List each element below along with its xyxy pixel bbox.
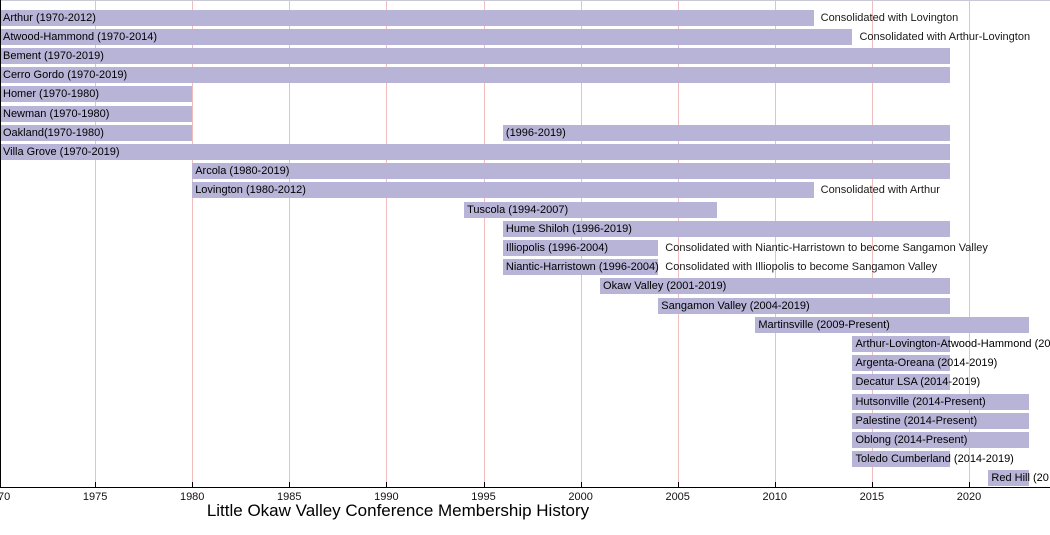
- x-tick-2020: [969, 482, 970, 487]
- x-tick-label-1990: 1990: [374, 491, 399, 503]
- x-tick-2000: [580, 482, 582, 487]
- bar-label: Arcola (1980-2019): [195, 165, 290, 177]
- timeline-bar: [852, 394, 1030, 410]
- bar-label: Palestine (2014-Present): [855, 415, 978, 427]
- gridline-1975: [95, 0, 97, 487]
- x-tick-label-1995: 1995: [471, 491, 496, 503]
- timeline-bar: [0, 48, 950, 64]
- bar-label: Martinsville (2009-Present): [758, 319, 890, 331]
- gridline-1995: [483, 0, 485, 487]
- x-tick-label-1975: 1975: [82, 491, 108, 503]
- gridline-2005: [677, 0, 679, 487]
- bar-label: Homer (1970-1980): [3, 88, 99, 100]
- bar-label: Red Hill (20: [991, 472, 1049, 484]
- bar-label: Illiopolis (1996-2004): [505, 242, 609, 254]
- bar-label: Cerro Gordo (1970-2019): [3, 69, 128, 81]
- gridline-1985: [289, 0, 291, 487]
- bar-label: (1996-2019): [505, 127, 566, 139]
- bar-label: Argenta-Oreana (2014-2019): [855, 357, 998, 369]
- timeline-bar: [852, 355, 950, 371]
- bar-label: Arthur (1970-2012): [3, 12, 96, 24]
- annotation-label: Consolidated with Illiopolis to become S…: [665, 261, 938, 273]
- annotation-label: Consolidated with Arthur: [820, 184, 940, 196]
- x-tick-2010: [774, 482, 776, 487]
- timeline-bar: [658, 298, 950, 314]
- timeline-bar: [192, 163, 950, 179]
- x-tick-label-2020: 2020: [956, 491, 982, 503]
- timeline-bar: [600, 278, 950, 294]
- x-tick-2015: [871, 482, 873, 487]
- x-tick-2005: [677, 482, 679, 487]
- timeline-bar: [852, 451, 950, 467]
- timeline-bar: [502, 221, 950, 237]
- gridline-1980: [192, 0, 194, 487]
- timeline-bar: [852, 413, 1030, 429]
- top-spine: [0, 0, 1050, 1]
- bar-label: Tuscola (1994-2007): [467, 204, 569, 216]
- gridline-2015: [871, 0, 873, 487]
- bar-label: Sangamon Valley (2004-2019): [661, 300, 810, 312]
- timeline-bar: [464, 202, 717, 218]
- annotation-label: Consolidated with Arthur-Lovington: [859, 31, 1031, 43]
- x-tick-1985: [289, 482, 291, 487]
- timeline-bar: [852, 374, 950, 390]
- gridline-2020: [969, 0, 970, 487]
- timeline-bar: [0, 125, 193, 141]
- bar-label: Atwood-Hammond (1970-2014): [3, 31, 158, 43]
- bar-label: Niantic-Harristown (1996-2004): [505, 261, 659, 273]
- x-tick-label-1980: 1980: [179, 491, 205, 503]
- timeline-bar: [988, 470, 1030, 486]
- x-tick-label-2005: 2005: [665, 491, 690, 503]
- bar-label: Oakland(1970-1980): [3, 127, 104, 139]
- bar-label: Lovington (1980-2012): [195, 184, 306, 196]
- bar-label: Hutsonville (2014-Present): [855, 396, 986, 408]
- timeline-bar: [852, 336, 950, 352]
- gridline-1990: [386, 0, 388, 487]
- bar-label: Newman (1970-1980): [3, 108, 110, 120]
- gridline-2010: [774, 0, 776, 487]
- timeline-bar: [0, 29, 853, 45]
- timeline-bar: [192, 182, 814, 198]
- timeline-bar: [502, 240, 659, 256]
- annotation-label: Consolidated with Niantic-Harristown to …: [665, 242, 988, 254]
- timeline-bar: [502, 125, 950, 141]
- bar-label: Toledo Cumberland (2014-2019): [855, 453, 1014, 465]
- x-tick-label-2010: 2010: [762, 491, 788, 503]
- x-tick-1990: [386, 482, 388, 487]
- x-axis-line: [0, 487, 1050, 488]
- chart-title: Little Okaw Valley Conference Membership…: [206, 501, 590, 520]
- x-tick-label-2000: 2000: [568, 491, 593, 503]
- timeline-bar: [852, 432, 1030, 448]
- bar-label: Oblong (2014-Present): [855, 434, 968, 446]
- timeline-bar: [502, 259, 659, 275]
- timeline-bar: [755, 317, 1030, 333]
- timeline-bar: [0, 144, 950, 160]
- timeline-bar: [0, 86, 193, 102]
- x-tick-label-1970: 1970: [0, 491, 11, 503]
- timeline-bar: [0, 67, 950, 83]
- bar-label: Villa Grove (1970-2019): [3, 146, 120, 158]
- timeline-bar: [0, 106, 193, 122]
- bar-label: Okaw Valley (2001-2019): [603, 280, 727, 292]
- x-tick-1980: [192, 482, 194, 487]
- x-tick-1995: [483, 482, 485, 487]
- x-tick-label-2015: 2015: [859, 491, 885, 503]
- bar-label: Arthur-Lovington-Atwood-Hammond (2014: [855, 338, 1050, 350]
- bar-label: Bement (1970-2019): [3, 50, 104, 62]
- timeline-bar: [0, 10, 814, 26]
- annotation-label: Consolidated with Lovington: [820, 12, 959, 24]
- y-axis-line: [0, 0, 1, 488]
- bar-label: Hume Shiloh (1996-2019): [505, 223, 632, 235]
- x-tick-label-1985: 1985: [277, 491, 302, 503]
- bar-label: Decatur LSA (2014-2019): [855, 376, 981, 388]
- x-tick-1975: [95, 482, 97, 487]
